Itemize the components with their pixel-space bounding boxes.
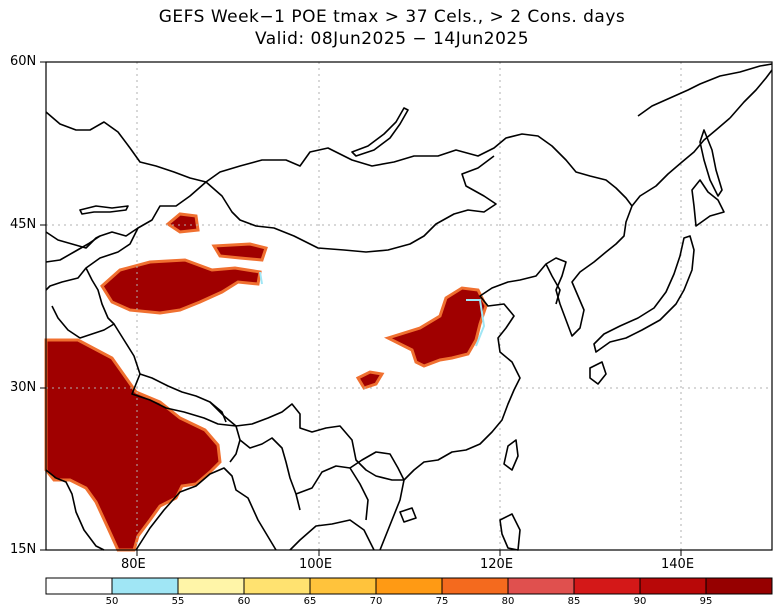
edge-accent-2: [259, 271, 263, 285]
map-frame: [45, 61, 773, 551]
coastline-japan-hokkaido: [691, 179, 725, 227]
heat-area-north-china: [384, 286, 488, 368]
lat-label-15n: 15N: [10, 542, 37, 557]
colorbar-swatch: [177, 577, 245, 595]
border-mongolia-china: [205, 155, 497, 253]
colorbar-swatch: [507, 577, 575, 595]
coastline-bay-of-bengal: [135, 467, 277, 551]
map-title: GEFS Week−1 POE tmax > 37 Cels., > 2 Con…: [158, 7, 626, 27]
coastline-sakhalin: [699, 129, 723, 197]
border-kazakh-kyrgyz: [45, 227, 139, 263]
colorbar-swatch: [573, 577, 641, 595]
border-china-pakistan: [51, 267, 115, 339]
colorbar-swatch: [309, 577, 377, 595]
border-indochina-inner: [349, 451, 405, 481]
border-bangladesh: [209, 401, 241, 463]
graticule: [46, 62, 772, 550]
colorbar-label: 70: [369, 596, 383, 607]
lon-label-120e: 120E: [480, 557, 514, 572]
border-myanmar-thailand: [295, 465, 369, 521]
colorbar-swatch: [45, 577, 113, 595]
heat-area-dzungaria: [165, 212, 200, 234]
lon-label-80e: 80E: [121, 557, 146, 572]
colorbar-swatch: [639, 577, 707, 595]
coastline-taiwan: [503, 439, 519, 471]
coastline-south: [45, 469, 105, 551]
colorbar-label: 65: [303, 596, 317, 607]
border-sea-of-okhotsk: [637, 63, 773, 117]
border-korea: [545, 263, 561, 305]
border-russia-kazakhstan: [45, 111, 633, 207]
lake-baikal: [351, 107, 409, 157]
coastline-north-pacific: [729, 69, 773, 119]
colorbar-label: 55: [171, 596, 185, 607]
lat-label-45n: 45N: [10, 217, 37, 232]
colorbar-swatch: [441, 577, 509, 595]
colorbar-label: 75: [435, 596, 449, 607]
colorbar: [45, 577, 773, 595]
probability-shading: [44, 212, 488, 552]
coastline-hainan: [399, 507, 417, 523]
colorbar-swatch: [705, 577, 773, 595]
coastline-japan-honshu: [593, 235, 695, 353]
heat-area-sichuan: [355, 370, 385, 390]
colorbar-swatch: [243, 577, 311, 595]
colorbar-label: 95: [699, 596, 713, 607]
lat-label-60n: 60N: [10, 54, 37, 69]
axis-ticks: [40, 61, 682, 556]
coastline-japan-kyushu: [589, 361, 607, 385]
heat-area-tarim: [100, 258, 262, 315]
lon-label-140e: 140E: [661, 557, 695, 572]
border-india-myanmar: [239, 437, 301, 511]
colorbar-label: 90: [633, 596, 647, 607]
lon-label-100e: 100E: [299, 557, 333, 572]
colorbar-swatch: [375, 577, 443, 595]
border-china-west: [45, 181, 207, 291]
coastline-indochina: [289, 519, 375, 551]
heat-area-india: [44, 338, 222, 552]
border-india-nepal: [139, 373, 227, 423]
edge-accent-1: [466, 299, 486, 347]
heat-area-turpan: [211, 242, 268, 262]
lat-label-30n: 30N: [10, 380, 37, 395]
border-himalaya: [113, 323, 404, 481]
colorbar-label: 80: [501, 596, 515, 607]
coastlines-borders: [45, 63, 773, 551]
coastline-luzon: [499, 513, 521, 551]
map-subtitle: Valid: 08Jun2025 − 14Jun2025: [254, 29, 530, 49]
colorbar-label: 85: [567, 596, 581, 607]
colorbar-label: 60: [237, 596, 251, 607]
coastline-indochina-east: [379, 117, 731, 551]
colorbar-swatch: [111, 577, 179, 595]
border-central-asia: [45, 231, 101, 249]
colorbar-label: 50: [105, 596, 119, 607]
lake-balkhash: [79, 205, 129, 215]
